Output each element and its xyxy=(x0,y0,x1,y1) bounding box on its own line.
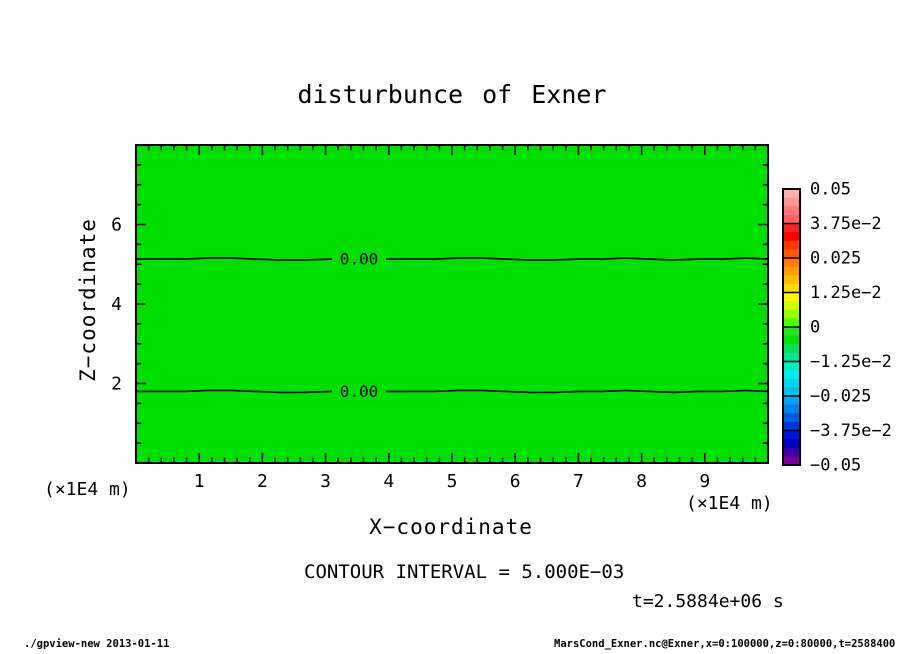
colorbar-band xyxy=(783,335,800,345)
colorbar-band xyxy=(783,309,800,319)
colorbar-tick-label: −1.25e−2 xyxy=(810,352,892,372)
x-axis-unit-left: (×1E4 m) xyxy=(44,479,131,500)
colorbar-band xyxy=(783,258,800,268)
colorbar-band xyxy=(783,240,800,250)
x-axis-unit-right: (×1E4 m) xyxy=(686,493,773,514)
x-tick-label: 3 xyxy=(320,471,331,492)
y-tick-label: 6 xyxy=(111,215,122,236)
colorbar-border xyxy=(782,188,801,466)
colorbar-band xyxy=(783,378,800,388)
colorbar-tick-label: −0.025 xyxy=(810,387,871,407)
contour-line xyxy=(386,257,769,261)
colorbar-tick-label: −3.75e−2 xyxy=(810,421,892,441)
colorbar-band xyxy=(783,214,800,225)
colorbar-band xyxy=(783,421,800,432)
x-tick-label: 7 xyxy=(573,471,584,492)
colorbar-band xyxy=(783,439,800,449)
colorbar-band xyxy=(783,387,800,397)
colorbar-tick-label: 0.05 xyxy=(810,180,851,200)
colorbar-band xyxy=(783,197,800,207)
contour-line xyxy=(136,389,333,394)
contour-interval-caption: CONTOUR INTERVAL = 5.000E−03 xyxy=(304,561,625,583)
colorbar-band xyxy=(783,301,800,311)
colorbar-band xyxy=(783,189,800,199)
x-tick-label: 9 xyxy=(699,471,710,492)
contour-label: 0.00 xyxy=(340,382,379,401)
plot-area xyxy=(135,144,769,464)
colorbar-band xyxy=(783,223,800,233)
x-tick-label: 1 xyxy=(194,471,205,492)
colorbar-band xyxy=(783,249,800,259)
colorbar-band xyxy=(783,266,800,276)
colorbar-band xyxy=(783,327,800,337)
x-axis-label: X−coordinate xyxy=(369,515,533,539)
colorbar-band xyxy=(783,206,800,216)
colorbar-tick-label: 0 xyxy=(810,318,820,338)
time-caption: t=2.5884e+06 s xyxy=(632,591,784,612)
colorbar-band xyxy=(783,283,800,294)
colorbar-tick-label: 1.25e−2 xyxy=(810,283,882,303)
colorbar-band xyxy=(783,318,800,328)
colorbar-band xyxy=(783,413,800,423)
colorbar-band xyxy=(783,275,800,285)
colorbar-band xyxy=(783,456,800,466)
page-title: disturbunce of Exner xyxy=(297,80,607,109)
y-tick-label: 2 xyxy=(111,374,122,395)
colorbar-band xyxy=(783,352,800,363)
colorbar-band xyxy=(783,404,800,414)
colorbar-band xyxy=(783,430,800,440)
x-tick-label: 5 xyxy=(447,471,458,492)
colorbar-band xyxy=(783,370,800,380)
colorbar-band xyxy=(783,361,800,371)
footer-command-date: ./gpview-new 2013-01-11 xyxy=(24,638,170,650)
x-tick-label: 4 xyxy=(383,471,394,492)
colorbar-band xyxy=(783,292,800,302)
colorbar-band xyxy=(783,344,800,354)
footer-data-source: MarsCond_Exner.nc@Exner,x=0:100000,z=0:8… xyxy=(554,638,896,650)
colorbar-band xyxy=(783,447,800,457)
x-tick-label: 2 xyxy=(257,471,268,492)
colorbar-tick-label: 3.75e−2 xyxy=(810,214,882,234)
contour-line xyxy=(136,257,333,261)
colorbar-band xyxy=(783,232,800,242)
x-tick-label: 8 xyxy=(636,471,647,492)
contour-label: 0.00 xyxy=(340,250,379,269)
y-tick-label: 4 xyxy=(111,294,122,315)
colorbar-band xyxy=(783,396,800,406)
colorbar-tick-label: 0.025 xyxy=(810,249,861,269)
x-tick-label: 6 xyxy=(510,471,521,492)
contour-line xyxy=(386,389,769,394)
colorbar-tick-label: −0.05 xyxy=(810,456,861,476)
